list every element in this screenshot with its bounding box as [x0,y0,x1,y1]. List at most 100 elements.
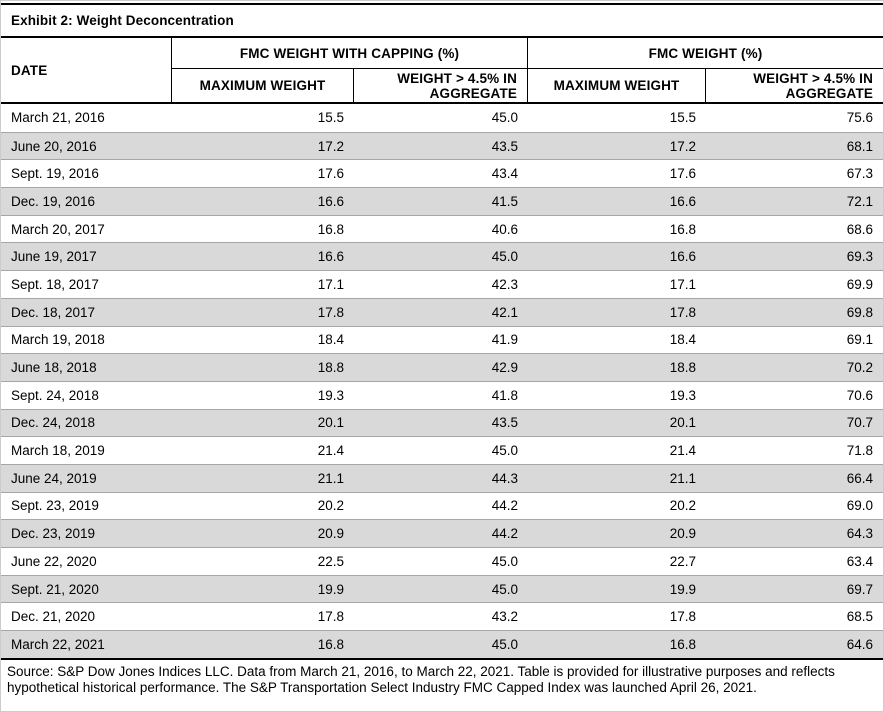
cell-value: 69.8 [846,304,873,320]
cell-value: 68.5 [846,609,873,625]
cell-value: 40.6 [491,221,518,237]
cell-value: 43.5 [491,415,518,431]
cell-date: Sept. 23, 2019 [11,498,99,514]
cell-value: 16.8 [669,221,696,237]
cell-date: June 18, 2018 [11,360,97,376]
cell-value: 16.6 [317,249,344,265]
table-row: Sept. 23, 2019 20.2 44.2 20.2 69.0 [1,491,883,520]
table-row: Dec. 19, 2016 16.6 41.5 16.6 72.1 [1,187,883,215]
cell-value: 17.1 [317,276,344,292]
table-row: March 21, 2016 15.5 45.0 15.5 75.6 [1,104,883,132]
cell-date: June 24, 2019 [11,470,97,486]
table-row: Sept. 24, 2018 19.3 41.8 19.3 70.6 [1,380,883,409]
cell-date: March 20, 2017 [11,221,105,237]
header-capped-agg-weight: WEIGHT > 4.5% IN AGGREGATE [354,68,528,102]
cell-date: Dec. 23, 2019 [11,526,96,542]
cell-date: Sept. 19, 2016 [11,166,99,182]
cell-value: 69.9 [846,276,873,292]
cell-value: 18.8 [669,360,696,376]
table-row: Dec. 21, 2020 17.8 43.2 17.8 68.5 [1,602,883,630]
header-group-fmc-label: FMC WEIGHT (%) [648,45,763,61]
cell-value: 17.6 [669,166,696,182]
source-note-text: Source: S&P Dow Jones Indices LLC. Data … [7,663,835,696]
cell-value: 66.4 [846,470,873,486]
cell-value: 19.9 [317,581,344,597]
cell-value: 20.2 [669,498,696,514]
cell-value: 19.3 [317,387,344,403]
header-date: DATE [1,38,172,102]
table-row: June 20, 2016 17.2 43.5 17.2 68.1 [1,131,883,160]
cell-value: 44.2 [491,526,518,542]
cell-value: 42.9 [491,360,518,376]
cell-date: Dec. 19, 2016 [11,193,96,209]
cell-value: 45.0 [491,110,518,126]
cell-value: 17.8 [669,304,696,320]
cell-value: 71.8 [846,443,873,459]
cell-value: 41.5 [491,193,518,209]
cell-value: 16.8 [669,636,696,652]
table-row: Sept. 21, 2020 19.9 45.0 19.9 69.7 [1,574,883,603]
table-body: March 21, 2016 15.5 45.0 15.5 75.6 June 20, 2… [1,104,883,660]
table-row: Dec. 18, 2017 17.8 42.1 17.8 69.8 [1,297,883,326]
cell-value: 70.2 [846,360,873,376]
cell-value: 43.5 [491,138,518,154]
cell-value: 68.1 [846,138,873,154]
cell-value: 67.3 [846,166,873,182]
cell-value: 41.8 [491,387,518,403]
exhibit-title: Exhibit 2: Weight Deconcentration [1,3,883,38]
cell-value: 20.9 [669,526,696,542]
header-fmc-max-weight: MAXIMUM WEIGHT [528,68,706,102]
cell-value: 18.4 [317,332,344,348]
cell-value: 69.1 [846,332,873,348]
cell-value: 41.9 [491,332,518,348]
cell-value: 17.2 [669,138,696,154]
cell-value: 20.1 [317,415,344,431]
cell-value: 42.3 [491,276,518,292]
cell-value: 44.2 [491,498,518,514]
table-header: DATE FMC WEIGHT WITH CAPPING (%) FMC WEI… [1,38,883,104]
cell-value: 64.6 [846,636,873,652]
table-row: Sept. 19, 2016 17.6 43.4 17.6 67.3 [1,159,883,187]
table-row: March 20, 2017 16.8 40.6 16.8 68.6 [1,214,883,243]
table-row: March 18, 2019 21.4 45.0 21.4 71.8 [1,436,883,464]
cell-value: 18.4 [669,332,696,348]
cell-value: 15.5 [317,110,344,126]
cell-value: 68.6 [846,221,873,237]
cell-value: 64.3 [846,526,873,542]
cell-value: 20.2 [317,498,344,514]
cell-value: 16.8 [317,221,344,237]
cell-value: 20.1 [669,415,696,431]
cell-value: 69.3 [846,249,873,265]
cell-date: June 20, 2016 [11,138,97,154]
header-fmc-agg-weight-label: WEIGHT > 4.5% IN AGGREGATE [753,70,873,101]
cell-value: 22.7 [669,553,696,569]
table-row: Sept. 18, 2017 17.1 42.3 17.1 69.9 [1,270,883,298]
cell-value: 75.6 [846,110,873,126]
cell-date: June 19, 2017 [11,249,97,265]
header-fmc-max-weight-label: MAXIMUM WEIGHT [553,78,680,93]
cell-value: 45.0 [491,553,518,569]
cell-value: 70.6 [846,387,873,403]
cell-date: March 21, 2016 [11,110,105,126]
table-row: June 24, 2019 21.1 44.3 21.1 66.4 [1,463,883,492]
cell-value: 18.8 [317,360,344,376]
cell-date: Dec. 21, 2020 [11,609,96,625]
cell-value: 21.1 [317,470,344,486]
table-row: March 22, 2021 16.8 45.0 16.8 64.6 [1,630,883,658]
header-group-fmc-capped-label: FMC WEIGHT WITH CAPPING (%) [239,45,460,61]
cell-value: 16.6 [317,193,344,209]
table-row: Dec. 24, 2018 20.1 43.5 20.1 70.7 [1,408,883,437]
cell-value: 45.0 [491,636,518,652]
cell-value: 21.4 [669,443,696,459]
cell-value: 17.8 [317,609,344,625]
cell-value: 43.4 [491,166,518,182]
cell-date: March 22, 2021 [11,636,105,652]
cell-value: 16.6 [669,249,696,265]
cell-date: Sept. 18, 2017 [11,276,99,292]
table-row: March 19, 2018 18.4 41.9 18.4 69.1 [1,325,883,354]
cell-value: 17.2 [317,138,344,154]
cell-value: 70.7 [846,415,873,431]
cell-value: 45.0 [491,249,518,265]
cell-value: 43.2 [491,609,518,625]
